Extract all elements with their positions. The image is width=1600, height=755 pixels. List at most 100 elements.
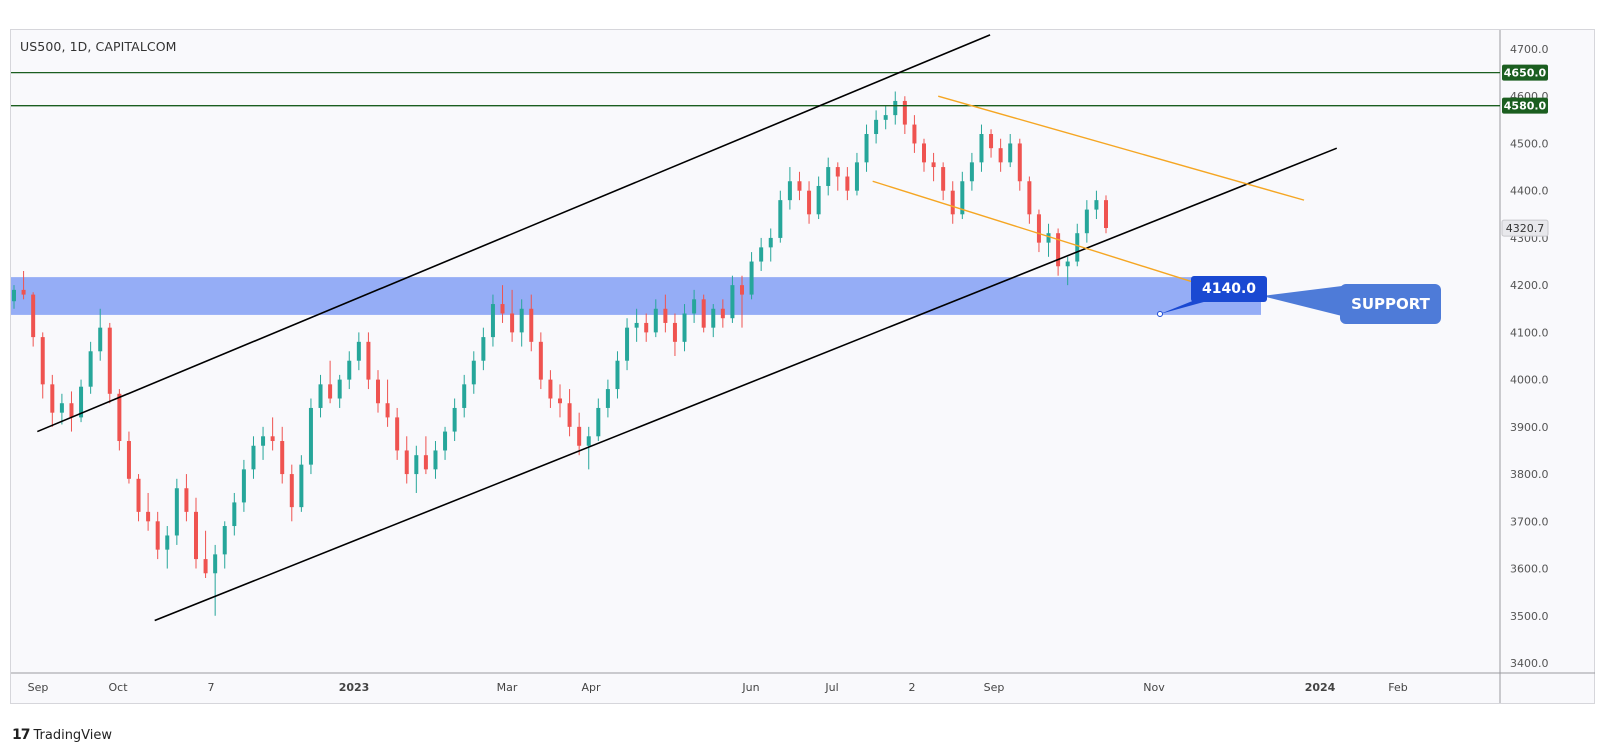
candle[interactable]: [922, 143, 926, 163]
candle[interactable]: [12, 289, 16, 302]
candle[interactable]: [634, 322, 639, 328]
candle[interactable]: [893, 100, 898, 116]
candle[interactable]: [1008, 143, 1013, 163]
candle[interactable]: [31, 294, 36, 338]
candle[interactable]: [979, 134, 984, 163]
candle[interactable]: [117, 393, 122, 442]
candle[interactable]: [328, 384, 333, 399]
candle[interactable]: [663, 308, 668, 323]
candle[interactable]: [548, 379, 553, 399]
candle[interactable]: [759, 247, 764, 262]
price-callout[interactable]: 4140.0: [1191, 276, 1267, 302]
candle[interactable]: [481, 337, 486, 361]
candle[interactable]: [433, 450, 438, 470]
candle[interactable]: [864, 134, 869, 163]
candle[interactable]: [596, 407, 601, 437]
candle[interactable]: [510, 313, 515, 333]
candle[interactable]: [778, 200, 783, 238]
candle[interactable]: [787, 181, 792, 201]
candle[interactable]: [653, 308, 658, 333]
candle[interactable]: [672, 322, 677, 342]
candle[interactable]: [203, 559, 208, 574]
candle[interactable]: [711, 308, 716, 328]
candle[interactable]: [337, 379, 342, 399]
candle[interactable]: [21, 289, 26, 295]
candle[interactable]: [194, 511, 198, 560]
candle[interactable]: [184, 488, 189, 512]
candle[interactable]: [1065, 261, 1070, 267]
candle[interactable]: [883, 115, 888, 120]
candle[interactable]: [155, 521, 160, 550]
candle[interactable]: [404, 450, 409, 475]
candle[interactable]: [730, 285, 735, 319]
channel-lower-line[interactable]: [154, 147, 1338, 622]
support-callout[interactable]: SUPPORT: [1340, 284, 1441, 324]
candle[interactable]: [222, 526, 227, 555]
candle[interactable]: [807, 190, 812, 215]
candle[interactable]: [395, 417, 400, 451]
candle[interactable]: [519, 308, 524, 333]
candle[interactable]: [1036, 214, 1041, 243]
candle[interactable]: [443, 431, 448, 451]
candle[interactable]: [146, 511, 151, 522]
candle[interactable]: [136, 478, 141, 512]
channel-upper-line[interactable]: [36, 34, 991, 433]
candle[interactable]: [586, 436, 591, 446]
candle[interactable]: [50, 384, 55, 413]
candle[interactable]: [471, 360, 476, 385]
candle[interactable]: [701, 299, 706, 328]
candle[interactable]: [692, 299, 697, 314]
candle[interactable]: [59, 403, 64, 413]
candle[interactable]: [1075, 233, 1080, 262]
candle[interactable]: [625, 327, 630, 361]
candle[interactable]: [308, 407, 313, 465]
candle[interactable]: [1027, 181, 1032, 215]
candle[interactable]: [558, 398, 562, 404]
candle[interactable]: [289, 474, 294, 508]
candle[interactable]: [682, 313, 687, 342]
tradingview-brand[interactable]: 17 TradingView: [12, 727, 112, 743]
candle[interactable]: [40, 337, 45, 385]
candle[interactable]: [835, 167, 840, 177]
candle[interactable]: [902, 100, 907, 125]
flag-lower-line[interactable]: [872, 180, 1204, 286]
candle[interactable]: [251, 445, 256, 470]
candle[interactable]: [912, 124, 917, 144]
support-zone[interactable]: [11, 277, 1261, 315]
candle[interactable]: [989, 134, 994, 149]
candle[interactable]: [1084, 209, 1089, 234]
candle[interactable]: [79, 386, 84, 418]
candle[interactable]: [1104, 200, 1108, 229]
candle[interactable]: [366, 341, 371, 380]
candle[interactable]: [854, 162, 859, 191]
candle[interactable]: [1017, 143, 1022, 182]
candle[interactable]: [615, 360, 620, 390]
candle[interactable]: [385, 403, 390, 418]
candle[interactable]: [69, 403, 74, 418]
candle[interactable]: [165, 535, 170, 550]
candle[interactable]: [941, 167, 946, 191]
candle[interactable]: [280, 441, 285, 475]
candle[interactable]: [1046, 233, 1051, 243]
candle[interactable]: [529, 308, 534, 342]
candle[interactable]: [98, 327, 103, 352]
candle[interactable]: [969, 162, 974, 182]
candle[interactable]: [107, 327, 112, 394]
candle[interactable]: [1094, 200, 1099, 210]
candle[interactable]: [538, 341, 543, 380]
candle[interactable]: [500, 304, 505, 314]
candle[interactable]: [318, 384, 323, 408]
candle[interactable]: [816, 185, 821, 215]
candle[interactable]: [347, 360, 352, 380]
candle[interactable]: [261, 436, 266, 446]
candle[interactable]: [740, 285, 744, 295]
candle[interactable]: [452, 407, 457, 432]
candle[interactable]: [299, 464, 304, 508]
candle[interactable]: [605, 389, 610, 408]
candle[interactable]: [423, 455, 428, 470]
candle[interactable]: [462, 384, 467, 408]
candle[interactable]: [88, 351, 93, 387]
candle[interactable]: [960, 181, 965, 215]
candle[interactable]: [490, 304, 495, 338]
